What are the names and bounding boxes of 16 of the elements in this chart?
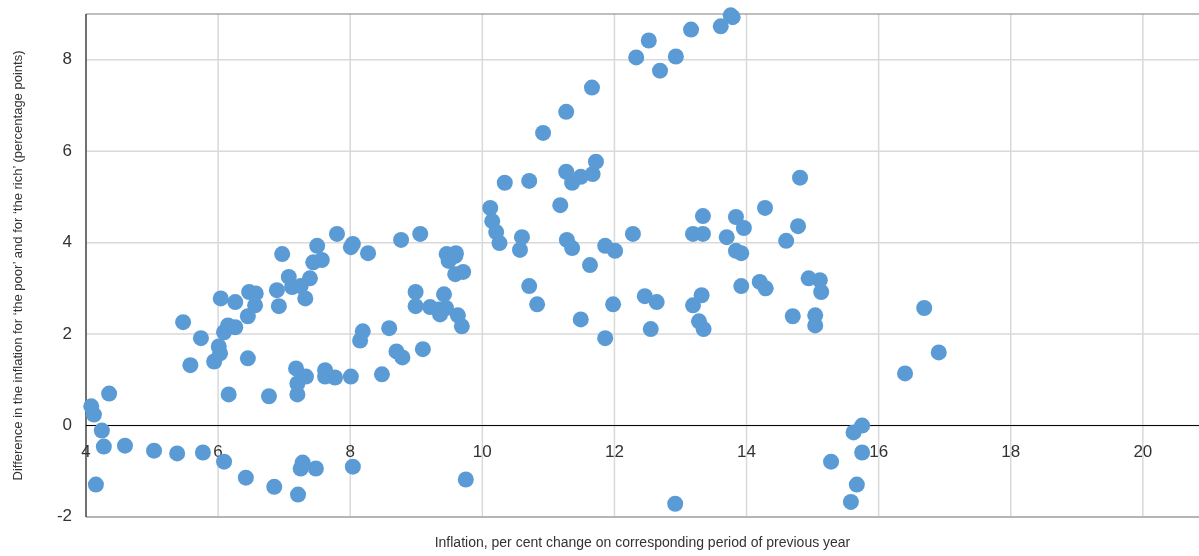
y-tick-label: 2 (62, 323, 72, 343)
x-tick-label: 20 (1133, 442, 1153, 462)
y-tick-label: -2 (56, 506, 72, 526)
x-tick-label: 18 (1001, 442, 1021, 462)
y-tick-label: 6 (62, 140, 72, 160)
x-tick-label: 8 (345, 442, 355, 462)
y-tick-label: 4 (62, 232, 72, 252)
y-tick-label: 8 (62, 49, 72, 69)
x-tick-label: 14 (737, 442, 756, 462)
x-tick-label: 16 (869, 442, 889, 462)
y-tick-label: 0 (62, 415, 72, 435)
x-tick-label: 12 (604, 442, 624, 462)
x-axis-title: Inflation, per cent change on corresponding period of previous year (434, 534, 851, 550)
y-axis-title: Difference in the inflation for ‘the poor’ and for ‘the rich’ (percentage points) (10, 50, 25, 481)
x-tick-label: 6 (213, 442, 223, 462)
x-tick-label: 10 (472, 442, 492, 462)
